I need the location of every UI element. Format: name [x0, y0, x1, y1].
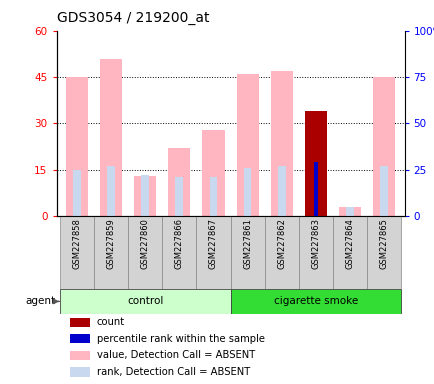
Bar [298, 216, 332, 289]
Bar [338, 207, 360, 216]
Bar [128, 216, 162, 289]
Bar [107, 166, 115, 216]
Text: GDS3054 / 219200_at: GDS3054 / 219200_at [56, 11, 209, 25]
Bar [243, 168, 251, 216]
Text: value, Detection Call = ABSENT: value, Detection Call = ABSENT [96, 350, 254, 360]
Bar [366, 216, 400, 289]
Text: GSM227858: GSM227858 [72, 218, 81, 269]
Text: GSM227861: GSM227861 [243, 218, 252, 269]
Text: control: control [127, 296, 163, 306]
Bar [141, 175, 149, 216]
Bar [73, 170, 81, 216]
Bar [70, 334, 89, 343]
Bar [196, 216, 230, 289]
Text: GSM227863: GSM227863 [311, 218, 319, 269]
Text: rank, Detection Call = ABSENT: rank, Detection Call = ABSENT [96, 367, 249, 377]
Text: GSM227865: GSM227865 [379, 218, 388, 269]
Text: GSM227864: GSM227864 [345, 218, 354, 269]
Bar [332, 216, 366, 289]
Bar [134, 176, 156, 216]
Bar [94, 216, 128, 289]
Bar [70, 318, 89, 327]
Bar [379, 166, 387, 216]
Bar [236, 74, 258, 216]
Bar [304, 111, 326, 216]
Text: GSM227862: GSM227862 [276, 218, 286, 269]
Bar [100, 58, 122, 216]
Bar [277, 166, 285, 216]
Text: cigarette smoke: cigarette smoke [273, 296, 357, 306]
Text: GSM227867: GSM227867 [208, 218, 217, 269]
Bar [270, 71, 292, 216]
Bar [70, 367, 89, 377]
Bar [230, 289, 400, 314]
Bar [66, 77, 88, 216]
Bar [60, 289, 230, 314]
Bar [60, 216, 94, 289]
Bar [168, 148, 190, 216]
Bar [162, 216, 196, 289]
Bar [209, 177, 217, 216]
Bar [230, 216, 264, 289]
Text: GSM227860: GSM227860 [141, 218, 149, 269]
Bar [70, 351, 89, 360]
Bar [345, 207, 353, 216]
Bar [372, 77, 394, 216]
Text: GSM227866: GSM227866 [174, 218, 184, 269]
Text: GSM227859: GSM227859 [106, 218, 115, 269]
Bar [175, 177, 183, 216]
Bar [313, 162, 317, 216]
Bar [202, 129, 224, 216]
Text: count: count [96, 317, 125, 327]
Bar [264, 216, 298, 289]
Text: agent: agent [26, 296, 56, 306]
Text: percentile rank within the sample: percentile rank within the sample [96, 334, 264, 344]
